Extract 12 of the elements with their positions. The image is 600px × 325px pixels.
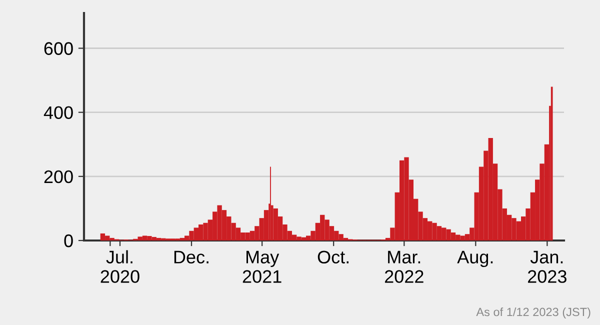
y-tick-label: 600 (44, 42, 73, 55)
x-tick-label: Jan. 2023 (528, 250, 566, 283)
text: As of 1/12 2023 (JST) (476, 307, 590, 318)
y-tick-label: 400 (44, 106, 73, 120)
x-tick-label: Dec. (174, 250, 208, 264)
x-tick-label: Mar. 2022 (384, 250, 424, 283)
y-tick-label: 0 (64, 234, 73, 248)
y-tick-label: 200 (44, 170, 73, 184)
x-tick-label: Jul. 2020 (100, 250, 140, 283)
x-tick-label: Aug. (457, 250, 493, 268)
x-tick-label: May 2021 (242, 250, 282, 283)
x-tick-label: Oct. (318, 250, 348, 264)
